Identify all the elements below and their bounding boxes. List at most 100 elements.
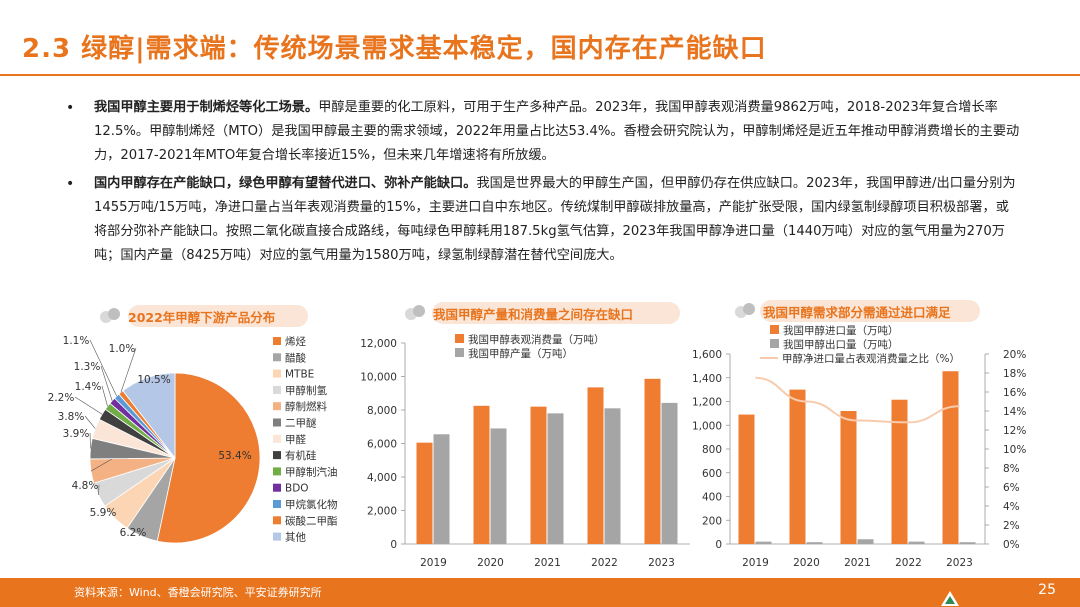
y-tick-label: 600 xyxy=(702,468,722,480)
chart-title-import: 我国甲醇需求部分需通过进口满足 xyxy=(735,300,951,322)
bar xyxy=(547,413,564,544)
legend-label: 其他 xyxy=(285,531,306,544)
pie-value-label: 2.2% xyxy=(48,392,75,404)
chart-title-bg xyxy=(432,302,680,324)
bar xyxy=(644,378,661,544)
bar xyxy=(416,442,433,544)
pie-value-label: 6.2% xyxy=(120,527,147,539)
y2-tick-label: 0% xyxy=(1003,539,1020,551)
pie-value-label: 1.1% xyxy=(63,335,90,347)
legend-swatch xyxy=(273,337,281,345)
legend-swatch xyxy=(273,467,281,476)
pie-value-label: 3.9% xyxy=(63,428,90,440)
x-tick-label: 2019 xyxy=(742,557,769,569)
bar xyxy=(755,541,772,544)
legend-swatch xyxy=(455,348,464,357)
bullet-text: 我国是世界最大的甲醇生产国，但甲醇仍存在供应缺口。2023年，我国甲醇进/出口量… xyxy=(94,176,1016,263)
pie-value-label: 3.8% xyxy=(58,411,85,423)
bar xyxy=(840,411,857,544)
legend-label: 我国甲醇表观消费量（万吨） xyxy=(468,333,605,346)
chart-title-bg xyxy=(128,305,308,327)
bar xyxy=(789,389,806,544)
pie-value-label: 5.9% xyxy=(90,507,117,519)
y-tick-label: 2,000 xyxy=(367,506,397,518)
chart-title-icon xyxy=(735,302,757,320)
y2-tick-label: 20% xyxy=(1003,349,1026,361)
legend-label: 碳酸二甲酯 xyxy=(285,514,338,527)
pie-slice xyxy=(156,372,261,544)
pie-value-label: 1.0% xyxy=(109,343,136,355)
legend-label: 甲醇制汽油 xyxy=(285,465,338,478)
y2-tick-label: 14% xyxy=(1003,406,1026,418)
bar xyxy=(738,414,755,544)
y2-tick-label: 10% xyxy=(1003,444,1026,456)
y2-tick-label: 6% xyxy=(1003,482,1020,494)
bullet-list: • 我国甲醇主要用于制烯烃等化工场景。甲醇是重要的化工原料，可用于生产多种产品。… xyxy=(60,96,1020,272)
legend-label: 甲醇制氢 xyxy=(285,384,327,397)
bar xyxy=(661,402,678,544)
y-tick-label: 1,400 xyxy=(692,373,722,385)
x-tick-label: 2023 xyxy=(946,557,973,569)
legend-label: 甲醇净进口量占表观消费量之比（%） xyxy=(782,352,960,365)
y2-tick-label: 12% xyxy=(1003,425,1026,437)
legend-swatch xyxy=(273,418,281,427)
pie-value-label: 4.8% xyxy=(72,480,99,492)
bullet-item: • 国内甲醇存在产能缺口，绿色甲醇有望替代进口、弥补产能缺口。我国是世界最大的甲… xyxy=(60,172,1020,268)
x-tick-label: 2022 xyxy=(591,557,618,569)
bar xyxy=(959,542,976,544)
bar xyxy=(473,405,490,544)
x-tick-label: 2020 xyxy=(793,557,820,569)
pie-leader-line xyxy=(89,432,91,449)
legend-swatch xyxy=(273,500,281,508)
legend-swatch xyxy=(770,339,779,348)
bar xyxy=(490,428,507,544)
bar xyxy=(891,399,908,544)
y-tick-label: 12,000 xyxy=(360,338,397,350)
bullet-bold: 我国甲醇主要用于制烯烃等化工场景。 xyxy=(94,100,319,115)
x-tick-label: 2019 xyxy=(420,557,447,569)
pie-leader-line xyxy=(101,385,108,407)
bar xyxy=(857,539,874,544)
bullet-item: • 我国甲醇主要用于制烯烃等化工场景。甲醇是重要的化工原料，可用于生产多种产品。… xyxy=(60,96,1020,168)
legend-label: 烯烃 xyxy=(285,335,306,348)
legend-label: 我国甲醇进口量（万吨） xyxy=(783,324,899,337)
legend-swatch xyxy=(273,353,281,362)
legend-label: 醇制燃料 xyxy=(285,400,327,413)
legend-swatch xyxy=(273,532,281,541)
bullet-bold: 国内甲醇存在产能缺口，绿色甲醇有望替代进口、弥补产能缺口。 xyxy=(94,176,477,191)
x-tick-label: 2021 xyxy=(534,557,561,569)
legend-swatch xyxy=(273,434,281,443)
bar xyxy=(587,387,604,544)
bar xyxy=(908,541,925,544)
bar xyxy=(530,406,547,544)
pie-value-label: 1.3% xyxy=(74,361,101,373)
legend-swatch xyxy=(273,402,281,411)
y-tick-label: 200 xyxy=(702,515,722,527)
bar xyxy=(806,542,823,544)
legend-label: BDO xyxy=(285,483,309,495)
y2-tick-label: 16% xyxy=(1003,387,1026,399)
pie-leader-line xyxy=(120,347,137,393)
y-tick-label: 8,000 xyxy=(367,405,397,417)
bar xyxy=(942,371,959,544)
legend-swatch xyxy=(273,385,281,394)
legend-swatch xyxy=(273,483,281,492)
chart-title-text: 我国甲醇产量和消费量之间存在缺口 xyxy=(433,306,634,322)
page-number: 25 xyxy=(1038,582,1056,598)
y-tick-label: 1,200 xyxy=(692,397,722,409)
pie-value-label: 1.4% xyxy=(75,381,102,393)
footer-bar: 资料来源：Wind、香橙会研究院、平安证券研究所 25 xyxy=(0,578,1080,607)
title-divider xyxy=(0,74,1080,76)
legend-label: 我国甲醇产量（万吨） xyxy=(468,347,573,360)
page-title: 2.3 绿醇|需求端：传统场景需求基本稳定，国内存在产能缺口 xyxy=(22,34,767,64)
bar xyxy=(604,408,621,544)
bullet-dot-icon: • xyxy=(66,176,75,192)
chart-title-text: 我国甲醇需求部分需通过进口满足 xyxy=(763,304,951,320)
legend-label: 我国甲醇出口量（万吨） xyxy=(783,338,899,351)
pie-value-label: 53.4% xyxy=(218,450,251,462)
legend-label: 甲醛 xyxy=(285,433,306,446)
pie-leader-line xyxy=(84,415,96,429)
legend-swatch xyxy=(273,451,281,460)
y-tick-label: 0 xyxy=(390,539,397,551)
x-tick-label: 2023 xyxy=(648,557,675,569)
